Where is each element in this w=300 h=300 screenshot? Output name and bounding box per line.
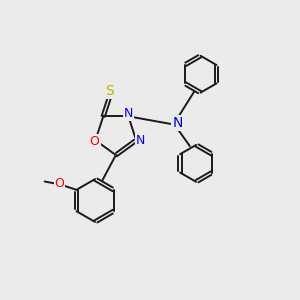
Text: N: N [172,116,183,130]
Text: N: N [124,107,133,121]
Text: O: O [90,135,100,148]
Text: N: N [136,134,145,147]
Text: O: O [55,177,64,190]
Text: S: S [105,84,114,98]
